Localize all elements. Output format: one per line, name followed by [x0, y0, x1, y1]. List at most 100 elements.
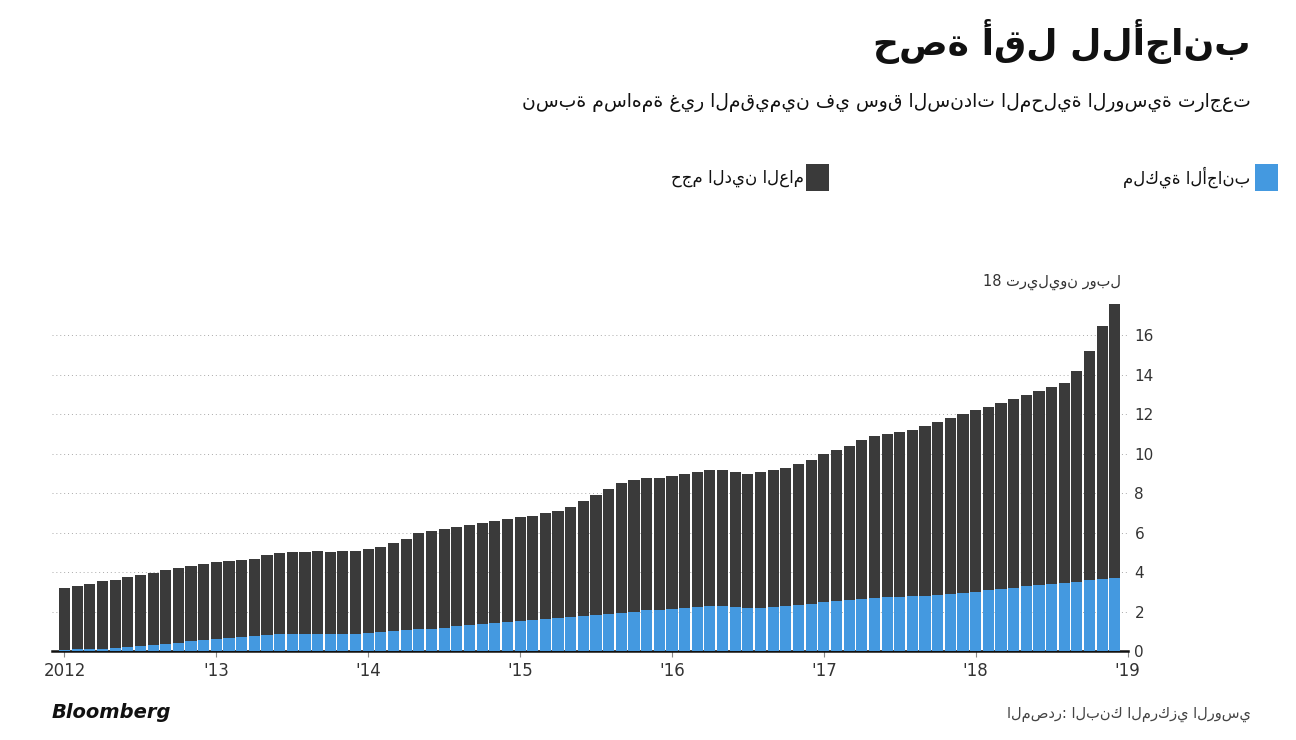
- Bar: [756, 471, 766, 651]
- Bar: [337, 634, 349, 651]
- Bar: [995, 403, 1007, 651]
- Bar: [806, 604, 816, 651]
- Bar: [780, 606, 792, 651]
- Bar: [376, 633, 386, 651]
- Bar: [982, 406, 994, 651]
- Text: المصدر: البنك المركزي الروسي: المصدر: البنك المركزي الروسي: [1007, 706, 1251, 721]
- Bar: [312, 551, 323, 651]
- Bar: [932, 595, 943, 651]
- Bar: [844, 446, 854, 651]
- Bar: [679, 608, 691, 651]
- Bar: [1096, 579, 1108, 651]
- Bar: [172, 568, 184, 651]
- Bar: [286, 551, 298, 651]
- Bar: [97, 581, 108, 651]
- Bar: [477, 523, 487, 651]
- Text: حصة أقل للأجانب: حصة أقل للأجانب: [874, 18, 1251, 64]
- Bar: [578, 501, 588, 651]
- Bar: [1033, 585, 1045, 651]
- Bar: [515, 517, 526, 651]
- Bar: [971, 592, 981, 651]
- Bar: [426, 628, 437, 651]
- Bar: [211, 562, 222, 651]
- Bar: [868, 436, 880, 651]
- Text: نسبة مساهمة غير المقيمين في سوق السندات المحلية الروسية تراجعت: نسبة مساهمة غير المقيمين في سوق السندات …: [522, 92, 1251, 112]
- Text: حجم الدين العام: حجم الدين العام: [670, 169, 804, 186]
- Bar: [894, 432, 906, 651]
- Bar: [591, 615, 601, 651]
- Bar: [110, 580, 121, 651]
- Bar: [565, 616, 577, 651]
- Bar: [881, 597, 893, 651]
- Bar: [1008, 399, 1019, 651]
- Bar: [1083, 580, 1095, 651]
- Bar: [642, 477, 652, 651]
- Bar: [767, 607, 779, 651]
- Bar: [704, 470, 715, 651]
- Bar: [881, 434, 893, 651]
- Bar: [502, 622, 513, 651]
- Bar: [717, 606, 728, 651]
- Bar: [273, 553, 285, 651]
- Bar: [1033, 391, 1045, 651]
- Bar: [84, 649, 96, 651]
- Bar: [198, 640, 209, 651]
- Bar: [148, 645, 158, 651]
- Bar: [552, 511, 564, 651]
- Bar: [286, 634, 298, 651]
- Bar: [995, 589, 1007, 651]
- Bar: [299, 551, 311, 651]
- Bar: [692, 471, 702, 651]
- Bar: [236, 560, 248, 651]
- Bar: [1096, 326, 1108, 651]
- Bar: [793, 464, 804, 651]
- Text: 18 تريليون روبل: 18 تريليون روبل: [984, 274, 1121, 290]
- Bar: [907, 596, 918, 651]
- Bar: [273, 634, 285, 651]
- Bar: [527, 516, 538, 651]
- Text: Bloomberg: Bloomberg: [52, 702, 171, 722]
- Bar: [629, 612, 639, 651]
- Bar: [1109, 304, 1121, 651]
- Bar: [653, 477, 665, 651]
- Bar: [185, 566, 197, 651]
- Bar: [540, 513, 551, 651]
- Bar: [400, 539, 412, 651]
- Bar: [464, 625, 476, 651]
- Bar: [299, 634, 311, 651]
- Bar: [84, 584, 96, 651]
- Bar: [1059, 583, 1069, 651]
- Bar: [376, 547, 386, 651]
- Bar: [958, 414, 968, 651]
- Bar: [894, 597, 906, 651]
- Bar: [907, 430, 918, 651]
- Bar: [1021, 586, 1032, 651]
- Bar: [325, 634, 336, 651]
- Bar: [603, 489, 614, 651]
- Bar: [515, 621, 526, 651]
- Bar: [780, 468, 792, 651]
- Bar: [653, 610, 665, 651]
- Bar: [211, 639, 222, 651]
- Bar: [1021, 394, 1032, 651]
- Bar: [844, 600, 854, 651]
- Bar: [249, 636, 260, 651]
- Bar: [616, 613, 627, 651]
- Bar: [793, 605, 804, 651]
- Bar: [806, 460, 816, 651]
- Bar: [185, 642, 197, 651]
- Bar: [438, 628, 450, 651]
- Bar: [540, 619, 551, 651]
- Bar: [730, 471, 741, 651]
- Bar: [717, 470, 728, 651]
- Bar: [438, 529, 450, 651]
- Bar: [565, 507, 577, 651]
- Bar: [502, 519, 513, 651]
- Bar: [831, 601, 842, 651]
- Bar: [71, 650, 83, 651]
- Bar: [71, 586, 83, 651]
- Bar: [756, 608, 766, 651]
- Bar: [312, 634, 323, 651]
- Bar: [1109, 578, 1121, 651]
- Bar: [603, 613, 614, 651]
